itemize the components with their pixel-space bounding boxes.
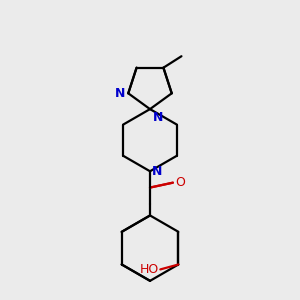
Text: N: N xyxy=(115,87,126,100)
Text: HO: HO xyxy=(140,263,159,276)
Text: N: N xyxy=(152,165,162,178)
Text: O: O xyxy=(176,176,185,189)
Text: N: N xyxy=(153,111,163,124)
